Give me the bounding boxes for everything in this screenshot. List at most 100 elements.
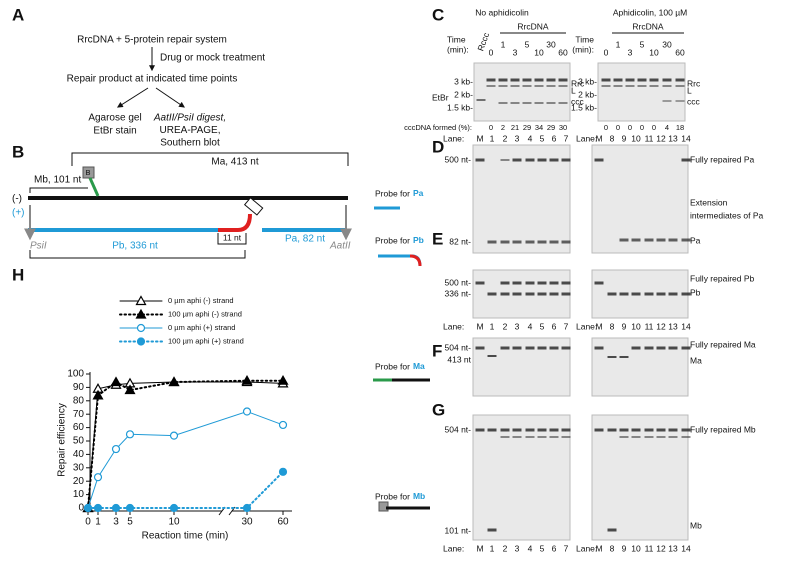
data-point: [93, 503, 103, 513]
lane-number: 9: [622, 133, 627, 143]
data-point: [93, 473, 103, 482]
y-tick-label: 30: [73, 462, 85, 473]
size-marker: 413 nt: [447, 354, 471, 364]
gel-band: [668, 238, 678, 242]
ccc-value: 29: [523, 123, 531, 132]
band-label: Fully repaired Pa: [690, 154, 755, 164]
lane-number: 9: [622, 321, 627, 331]
label: 11 nt: [223, 232, 242, 242]
y-tick-label: 70: [73, 409, 85, 420]
gel-band: [487, 428, 497, 432]
label: AatII: [329, 241, 351, 252]
gel-band: [601, 78, 611, 82]
time-label: 5: [640, 39, 645, 49]
gel-band: [549, 292, 559, 296]
lane-number: 12: [656, 543, 666, 553]
series-line: [87, 381, 284, 509]
gel-band: [546, 102, 556, 104]
data-point: [277, 374, 289, 385]
lane-number: 8: [610, 321, 615, 331]
panel-letter: H: [12, 265, 24, 284]
legend-marker: [135, 308, 147, 319]
lane-label: Lane:: [443, 133, 464, 143]
time-label: 1: [616, 39, 621, 49]
ccc-value: 34: [535, 123, 543, 132]
gel-band: [546, 85, 556, 87]
y-tick-label: 40: [73, 449, 85, 460]
gel-band: [525, 158, 535, 162]
panel-letter: C: [432, 5, 444, 24]
ccc-value: 0: [489, 123, 493, 132]
data-point: [125, 503, 135, 513]
size-marker: 504 nt-: [445, 424, 472, 434]
lane-number: 2: [503, 133, 508, 143]
label: (-): [12, 194, 22, 205]
data-point: [242, 407, 252, 416]
gel-band: [613, 85, 623, 87]
gel-band: [561, 292, 571, 296]
time-label: 1: [501, 39, 506, 49]
label: EtBr: [432, 92, 449, 102]
gel-band: [498, 85, 508, 87]
data-point: [278, 467, 288, 476]
lane-number: 10: [631, 321, 641, 331]
lane-label: Lane:: [576, 321, 597, 331]
lane-number: 3: [515, 321, 520, 331]
label: Time: [447, 34, 466, 44]
size-marker: 500 nt-: [445, 154, 472, 164]
gel-band: [510, 102, 520, 104]
y-axis-label: Repair efficiency: [57, 403, 68, 477]
gel-band: [668, 292, 678, 296]
panel-letter: A: [12, 5, 24, 24]
legend-label: 0 µm aphi (+) strand: [168, 323, 235, 332]
data-point: [169, 503, 179, 513]
gel-band: [656, 346, 666, 350]
data-point: [83, 503, 93, 513]
probe-label: Probe for Ma: [375, 361, 425, 371]
probe-target: Mb: [413, 491, 425, 501]
gel-band: [525, 436, 535, 438]
gel-band: [500, 346, 510, 350]
gel-band: [619, 292, 629, 296]
y-tick-label: 60: [73, 422, 85, 433]
size-marker: 82 nt-: [449, 236, 471, 246]
flap-tag: [243, 197, 264, 216]
band-label: Extension: [690, 197, 728, 207]
gel-band: [487, 528, 497, 532]
biotin-tag: [82, 166, 95, 179]
probe-label: Probe for Mb: [375, 491, 425, 501]
lane-number: 8: [610, 543, 615, 553]
species-label: L: [571, 85, 576, 95]
x-tick-label: 30: [241, 517, 253, 528]
gel: [472, 144, 571, 254]
lane-number: 12: [656, 321, 666, 331]
x-axis-label: Reaction time (min): [142, 531, 229, 542]
gel: [591, 144, 689, 254]
label: Mb, 101 nt: [34, 175, 81, 186]
gel-band: [619, 436, 629, 438]
gel-band: [512, 158, 522, 162]
gel-band: [675, 85, 685, 87]
lane-number: 5: [540, 321, 545, 331]
legend-label: 0 µm aphi (-) strand: [168, 296, 234, 305]
lane-number: 5: [540, 133, 545, 143]
gel-band: [510, 78, 520, 82]
time-label: 3: [513, 47, 518, 57]
gel-band: [613, 78, 623, 82]
lane-label: Lane:: [576, 543, 597, 553]
gel-band: [675, 100, 685, 102]
legend-label: 100 µm aphi (-) strand: [168, 309, 242, 318]
band-label: Fully repaired Pb: [690, 273, 755, 283]
panel-letter: F: [432, 341, 442, 360]
label: cccDNA formed (%):: [404, 123, 472, 132]
gel: [591, 414, 689, 541]
x-tick-label: 0: [85, 517, 91, 528]
lane-number: 9: [622, 543, 627, 553]
data-point: [125, 430, 135, 439]
gel-band: [558, 102, 568, 104]
ccc-value: 2: [501, 123, 505, 132]
ccc-value: 21: [511, 123, 519, 132]
species-label: ccc: [687, 96, 701, 106]
gel-band: [681, 436, 691, 438]
gel-band: [681, 238, 691, 242]
